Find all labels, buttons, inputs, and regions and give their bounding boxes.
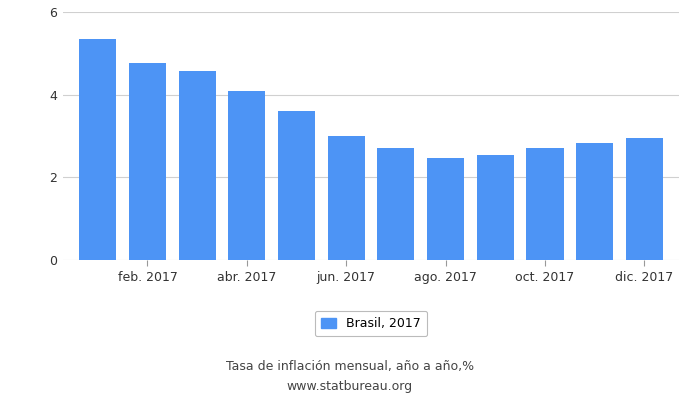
Bar bbox=[626, 138, 663, 260]
Bar bbox=[328, 136, 365, 260]
Bar bbox=[377, 148, 414, 260]
Bar bbox=[427, 158, 464, 260]
Bar bbox=[526, 148, 564, 260]
Bar bbox=[477, 155, 514, 260]
Bar bbox=[228, 91, 265, 260]
Bar bbox=[129, 63, 166, 260]
Bar bbox=[178, 71, 216, 260]
Bar bbox=[79, 39, 116, 260]
Text: www.statbureau.org: www.statbureau.org bbox=[287, 380, 413, 393]
Bar bbox=[278, 111, 315, 260]
Text: Tasa de inflación mensual, año a año,%: Tasa de inflación mensual, año a año,% bbox=[226, 360, 474, 373]
Bar bbox=[576, 143, 613, 260]
Legend: Brasil, 2017: Brasil, 2017 bbox=[315, 311, 427, 336]
